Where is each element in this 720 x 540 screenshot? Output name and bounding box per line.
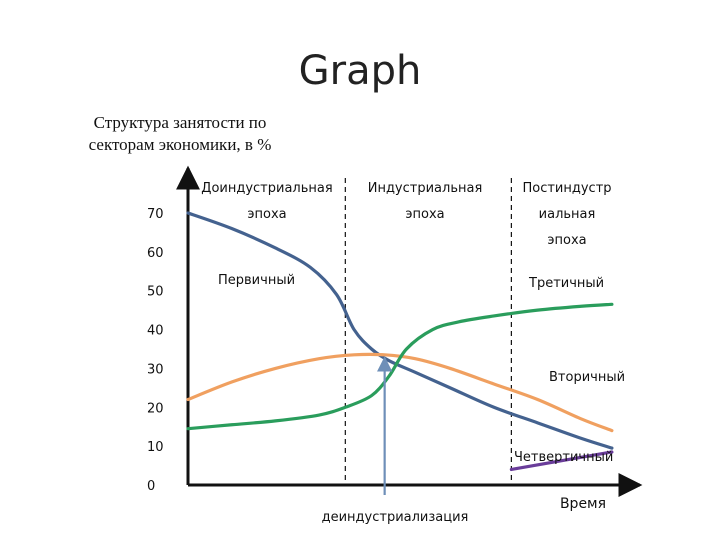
y-tick-label: 0 — [147, 479, 155, 494]
y-tick-label: 70 — [147, 207, 164, 222]
y-tick-label: 20 — [147, 401, 164, 416]
series-label: Четвертичный — [514, 450, 613, 465]
era-label: иальная — [539, 207, 596, 222]
series-line — [186, 211, 614, 450]
y-tick-label: 50 — [147, 285, 164, 300]
y-tick-label: 60 — [147, 246, 164, 261]
y-tick-label: 40 — [147, 324, 164, 339]
y-tick-label: 10 — [147, 440, 164, 455]
annotation-label: деиндустриализация — [322, 510, 469, 525]
x-axis-label: Время — [560, 496, 606, 512]
era-label: эпоха — [547, 233, 586, 248]
series-line — [186, 302, 614, 431]
era-label: Индустриальная — [368, 181, 483, 196]
series-label: Первичный — [218, 273, 295, 288]
era-label: эпоха — [405, 207, 444, 222]
y-tick-label: 30 — [147, 362, 164, 377]
era-label: Постиндустр — [522, 181, 611, 196]
series-label: Вторичный — [549, 370, 625, 385]
era-label: Доиндустриальная — [201, 181, 332, 196]
chart-title: Структура занятости по секторам экономик… — [88, 113, 272, 154]
slide-title: Graph — [298, 48, 422, 94]
series-line — [509, 450, 614, 472]
era-label: эпоха — [247, 207, 286, 222]
series-label: Третичный — [528, 276, 604, 291]
